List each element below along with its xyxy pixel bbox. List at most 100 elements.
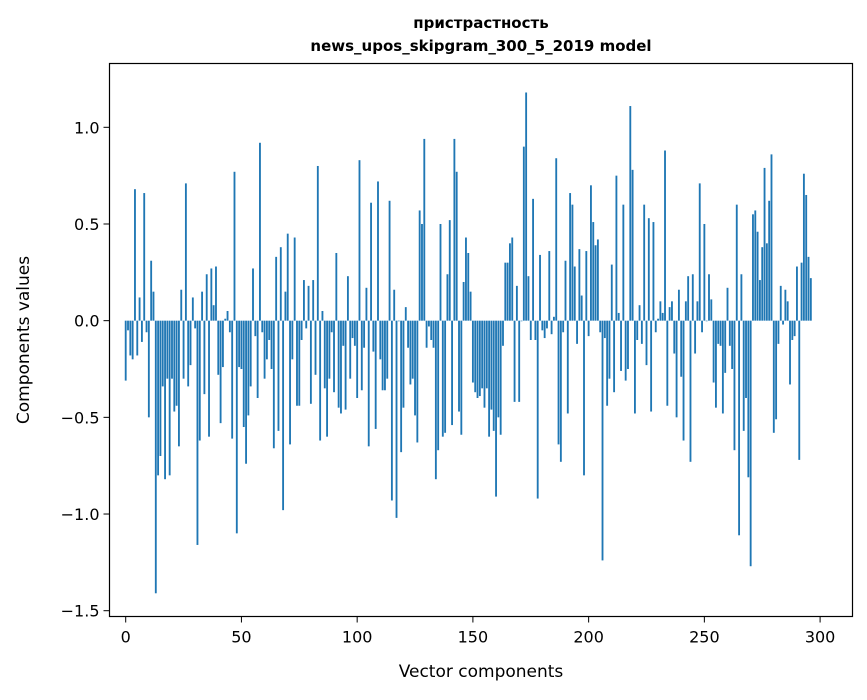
bar: [800, 262, 803, 321]
bar: [384, 320, 386, 391]
bar: [615, 175, 618, 321]
bar: [444, 320, 447, 433]
bar: [226, 311, 229, 321]
bar: [599, 320, 602, 333]
bar: [805, 194, 808, 321]
bar: [402, 320, 405, 408]
bar: [377, 181, 379, 321]
bar: [483, 320, 486, 408]
bar: [157, 320, 160, 476]
bar: [682, 320, 685, 441]
bar: [414, 320, 416, 416]
bar: [562, 320, 565, 333]
bar: [793, 320, 796, 337]
bar: [617, 312, 620, 321]
bar: [340, 320, 342, 414]
bar: [270, 320, 273, 369]
bar: [316, 165, 319, 321]
bar: [488, 320, 491, 437]
bar: [509, 243, 511, 321]
bar: [590, 185, 592, 321]
bar: [627, 320, 629, 369]
bar: [518, 320, 521, 402]
bar: [319, 320, 322, 441]
bar: [596, 239, 599, 321]
bar: [314, 320, 317, 375]
bar: [423, 138, 426, 321]
bar: [747, 320, 750, 478]
bar: [150, 260, 153, 321]
bar: [650, 320, 653, 412]
bar: [603, 320, 606, 339]
bar: [268, 320, 271, 340]
bar: [474, 320, 477, 393]
bar: [152, 291, 155, 321]
bar: [610, 264, 613, 321]
bar: [455, 171, 458, 321]
bar: [416, 320, 419, 443]
bar: [279, 247, 282, 321]
bar: [261, 320, 264, 333]
bar: [224, 318, 227, 321]
bar: [796, 266, 798, 321]
bar: [388, 200, 391, 321]
bar: [664, 150, 666, 321]
bar: [620, 320, 622, 371]
bar: [668, 307, 671, 321]
bar: [807, 256, 810, 321]
bar: [601, 320, 604, 561]
bar: [499, 320, 502, 435]
bar: [708, 274, 710, 321]
bar: [277, 320, 280, 431]
bar: [731, 320, 734, 369]
bar: [127, 320, 129, 331]
bar: [779, 285, 782, 321]
bar: [217, 320, 220, 375]
bar: [715, 320, 717, 408]
bar: [240, 320, 243, 369]
bar: [370, 202, 372, 321]
y-axis-label: Components values: [14, 256, 34, 424]
bar: [453, 138, 456, 321]
bar: [138, 297, 141, 321]
bar: [252, 268, 254, 321]
bar: [180, 289, 183, 321]
bar: [786, 301, 789, 321]
bar: [134, 189, 136, 321]
bar: [205, 274, 208, 321]
bar: [541, 320, 544, 331]
bar: [215, 266, 217, 321]
bar: [189, 320, 192, 366]
bar: [571, 204, 574, 321]
bar: [550, 320, 553, 335]
bar: [247, 320, 250, 416]
bar: [585, 251, 588, 321]
bar: [166, 320, 169, 379]
bar: [515, 285, 518, 321]
bar: [768, 200, 771, 321]
bar: [712, 320, 715, 383]
bar: [622, 204, 625, 321]
bar: [303, 280, 305, 321]
bar: [182, 320, 185, 379]
bar: [282, 320, 285, 511]
bar: [191, 297, 194, 321]
bar: [372, 320, 375, 352]
bar-series: [124, 92, 812, 594]
bar: [775, 320, 778, 420]
bar: [536, 320, 539, 499]
bar: [296, 320, 298, 406]
bar: [333, 320, 335, 393]
bar: [367, 320, 370, 447]
bar: [390, 320, 393, 501]
bar: [698, 183, 701, 321]
bar: [469, 291, 472, 321]
bar: [272, 320, 275, 449]
bar: [360, 320, 363, 391]
y-tick-label: 0.5: [74, 215, 99, 234]
bar: [532, 198, 534, 321]
bar: [173, 320, 176, 412]
bar: [356, 320, 359, 398]
bar: [326, 320, 328, 437]
bar: [161, 320, 164, 387]
